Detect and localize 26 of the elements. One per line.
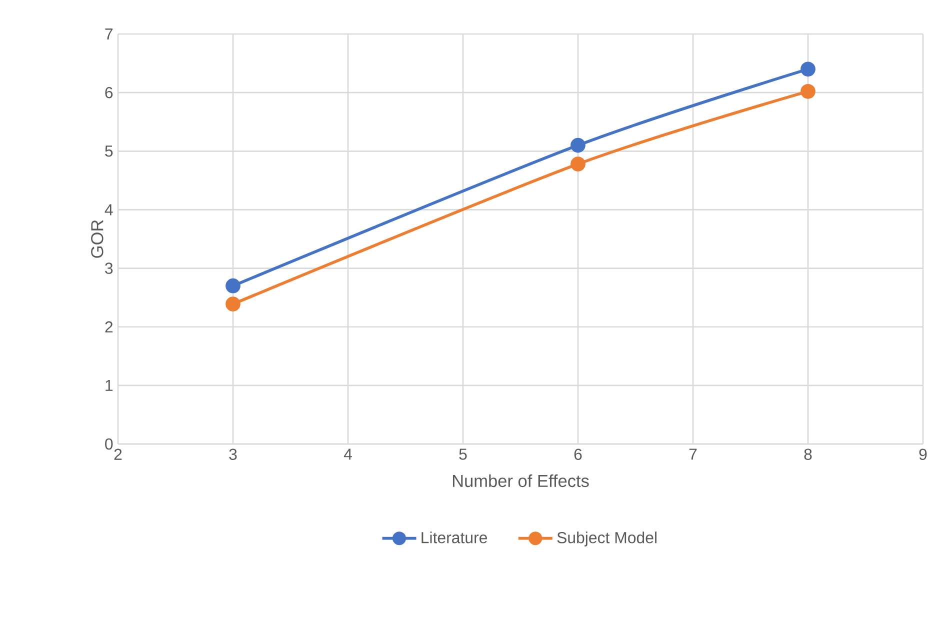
point (800, 62, 816, 77)
point (570, 156, 586, 172)
x-axis-title: Number of Effects (452, 474, 589, 488)
x-tick-label: 4 (344, 448, 352, 460)
y-tick-label: 2 (105, 321, 113, 332)
x-tick-label: 7 (689, 448, 697, 460)
x-tick-label: 9 (919, 448, 927, 460)
point (570, 138, 586, 153)
point (226, 296, 240, 312)
x-tick-label: 3 (229, 448, 237, 460)
y-tick-label: 1 (106, 380, 113, 391)
y-tick-label: 7 (105, 28, 113, 40)
y-tick-label: 4 (104, 204, 113, 216)
point (800, 84, 816, 99)
y-tick-label: 3 (105, 262, 113, 274)
y-tick-label: 6 (105, 86, 113, 98)
y-axis-title: GOR (91, 220, 104, 258)
y-tick-label: 5 (105, 146, 113, 157)
legend-label: Literature (422, 532, 487, 544)
point (226, 278, 240, 294)
x-tick-label: 5 (459, 448, 467, 460)
x-tick-label: 2 (114, 448, 122, 460)
legend-label: Subject Model (557, 532, 656, 546)
y-tick-label: 0 (105, 438, 113, 450)
x-tick-label: 6 (574, 448, 582, 460)
x-tick-label: 8 (804, 448, 812, 460)
